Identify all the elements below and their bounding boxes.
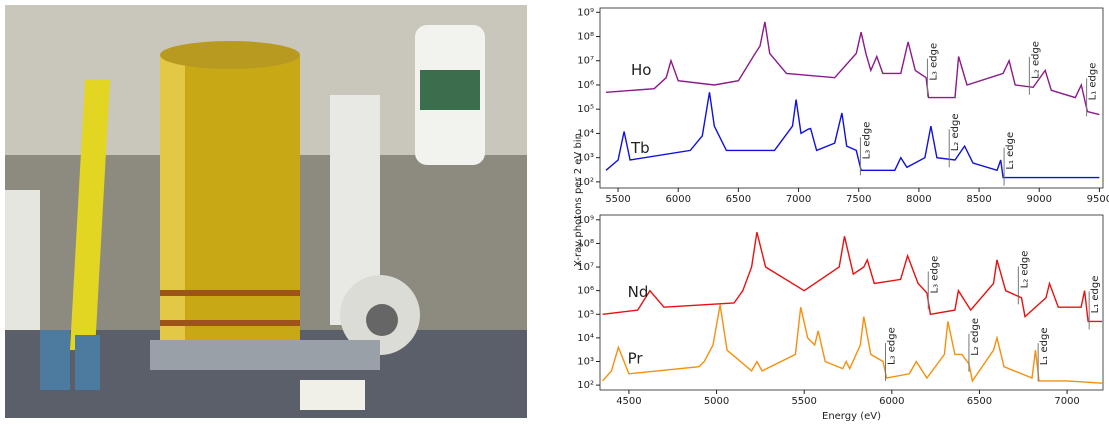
edge-label: L₂ edge	[970, 318, 981, 356]
x-tick-label: 6000	[879, 396, 904, 407]
edge-label: L₂ edge	[1019, 251, 1030, 289]
series-label: Pr	[628, 349, 644, 367]
x-tick-label: 7000	[1054, 396, 1079, 407]
edge-label: L₃ edge	[929, 256, 940, 294]
photo	[5, 5, 527, 418]
series-label: Ho	[631, 61, 651, 79]
edge-label: L₂ edge	[950, 113, 961, 151]
y-tick-label: 10⁹	[577, 7, 594, 18]
x-tick-label: 8500	[966, 194, 991, 205]
edge-label: L₁ edge	[1005, 132, 1016, 170]
y-tick-label: 10⁸	[577, 32, 594, 43]
x-tick-label: 9500	[1087, 194, 1109, 205]
edge-label: L₁ edge	[1088, 63, 1099, 101]
y-tick-label: 10²	[577, 380, 594, 391]
series-label: Tb	[630, 139, 650, 157]
x-tick-label: 8000	[906, 194, 931, 205]
edge-label: L₃ edge	[928, 43, 939, 81]
y-tick-label: 10⁶	[577, 80, 594, 91]
spectrum-line	[605, 92, 1100, 179]
edge-label: L₂ edge	[1030, 41, 1041, 79]
x-tick-label: 7000	[786, 194, 811, 205]
y-tick-label: 10⁵	[577, 104, 594, 115]
spectrum-line	[602, 232, 1103, 323]
x-tick-label: 9000	[1026, 194, 1051, 205]
x-tick-label: 5500	[791, 396, 816, 407]
y-tick-label: 10⁹	[577, 215, 594, 226]
x-tick-label: 6500	[967, 396, 992, 407]
y-tick-label: 10⁸	[577, 238, 594, 249]
y-tick-label: 10⁴	[577, 128, 594, 139]
y-tick-label: 10⁷	[577, 262, 594, 273]
series-label: Nd	[628, 283, 649, 301]
y-tick-label: 10³	[577, 153, 594, 164]
edge-label: L₃ edge	[861, 122, 872, 160]
spectrum-line	[602, 304, 1103, 384]
edge-label: L₃ edge	[887, 327, 898, 365]
y-tick-label: 10⁷	[577, 56, 594, 67]
x-tick-label: 5000	[704, 396, 729, 407]
x-tick-label: 7500	[846, 194, 871, 205]
edge-label: L₁ edge	[1090, 276, 1101, 314]
y-tick-label: 10⁴	[577, 333, 594, 344]
plot-frame	[599, 7, 1104, 189]
x-tick-label: 4500	[616, 396, 641, 407]
y-tick-label: 10³	[577, 356, 594, 367]
y-tick-label: 10⁶	[577, 286, 594, 297]
y-tick-label: 10⁵	[577, 309, 594, 320]
y-axis-label: X-ray photons per 2 eV bin	[573, 133, 584, 267]
x-axis-label: Energy (eV)	[822, 411, 881, 422]
x-tick-label: 5500	[605, 194, 630, 205]
spectrum-line	[605, 21, 1100, 116]
y-tick-label: 10²	[577, 177, 594, 188]
x-tick-label: 6500	[726, 194, 751, 205]
plot-frame	[599, 214, 1104, 391]
edge-label: L₁ edge	[1039, 327, 1050, 365]
x-tick-label: 6000	[665, 194, 690, 205]
